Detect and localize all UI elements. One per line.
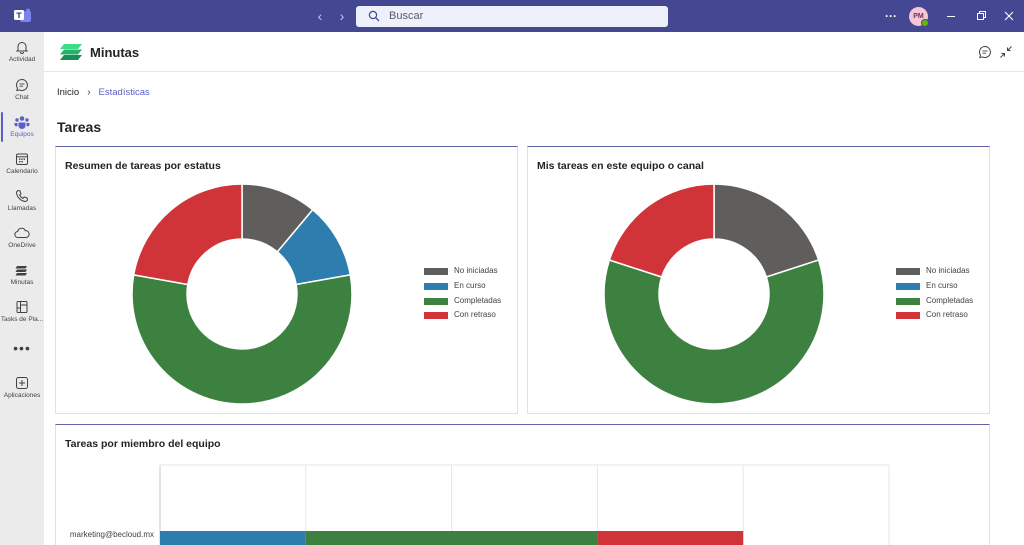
teams-logo-icon [14,8,31,22]
bar-segment-con-retraso[interactable] [597,531,744,545]
donut-slice-completadas[interactable] [131,274,353,405]
legend-label: Con retraso [454,310,496,320]
my-tasks-card: Mis tareas en este equipo o canal No ini… [527,146,990,414]
bell-icon [15,42,29,54]
bar-segment-en-curso[interactable] [160,531,306,545]
minimize-icon[interactable] [945,8,957,24]
rail-label: Tasks de Pla... [0,316,44,323]
legend-swatch [896,268,920,275]
rail-item-tasks[interactable]: Tasks de Pla... [0,298,44,334]
forward-arrow-icon[interactable]: › [339,8,345,24]
rail-label: Equipos [10,131,34,138]
chat-icon [16,78,28,92]
calendar-icon [16,153,28,165]
rail-item-aplicaciones[interactable]: Aplicaciones [0,374,44,410]
rail-label: Aplicaciones [3,392,41,399]
chevron-right-icon: › [87,87,91,98]
rail-item-minutas[interactable]: Minutas [0,261,44,297]
breadcrumb-current: Estadísticas [98,87,150,98]
minutas-icon [15,266,27,276]
rail-item-calendario[interactable]: Calendario [0,150,44,186]
teams-icon [14,116,30,129]
status-summary-donut-chart [131,183,353,405]
legend-swatch [424,312,448,320]
page-title: Tareas [57,119,102,135]
donut-slice-con-retraso[interactable] [132,183,243,286]
rail-item-equipos[interactable]: Equipos [0,113,44,149]
restore-icon[interactable] [975,8,987,24]
legend-label: En curso [454,280,486,290]
close-icon[interactable] [1003,8,1015,24]
breadcrumb-home-link[interactable]: Inicio [57,87,80,98]
minutas-logo-icon [60,44,82,60]
status-summary-card: Resumen de tareas por estatus No iniciad… [55,146,518,414]
rail-item-onedrive[interactable]: OneDrive [0,224,44,260]
bar-category-label: marketing@becloud.mx [70,530,154,539]
rail-label: Actividad [8,56,36,63]
legend-label: Completadas [454,295,502,305]
card-title: Mis tareas en este equipo o canal [537,160,704,172]
rail-item-actividad[interactable]: Actividad [0,38,44,74]
back-arrow-icon[interactable]: ‹ [317,8,323,24]
bar-segment-completadas[interactable] [305,531,598,545]
legend-label: No iniciadas [926,266,970,275]
card-title: Resumen de tareas por estatus [65,160,221,172]
legend-label: Completadas [926,295,974,305]
rail-label: Chat [15,94,29,101]
active-indicator [1,112,3,142]
collapse-icon[interactable] [999,45,1013,59]
donut-slice-no-iniciadas[interactable] [713,183,820,278]
app-title: Minutas [90,45,140,60]
legend-swatch [896,282,920,290]
search-icon [368,10,380,22]
title-bar: ‹ › Buscar ··· PM [0,0,1024,32]
presence-badge [921,19,929,27]
main-panel: Inicio › Estadísticas Tareas Resumen de ta… [44,73,1024,545]
rail-label: Calendario [6,168,38,175]
breadcrumb: Inicio › Estadísticas [57,87,150,98]
search-input[interactable]: Buscar [356,6,668,27]
legend-swatch [424,297,448,305]
my-tasks-donut-chart [603,183,825,405]
legend-label: No iniciadas [454,266,498,275]
conversation-icon[interactable] [978,45,992,59]
legend-label: Con retraso [926,310,968,320]
more-apps-button[interactable]: ••• [13,340,31,356]
donut-slice-completadas[interactable] [603,259,825,405]
rail-item-llamadas[interactable]: Llamadas [0,187,44,223]
app-rail: Actividad Chat Equipos Calendario [0,32,44,545]
legend-label: En curso [926,280,958,290]
add-apps-icon [16,377,28,389]
tasks-by-member-card: Tareas por miembro del equipo marketing@… [55,424,990,545]
app-header: Minutas [44,32,1024,72]
planner-icon [16,301,28,313]
cloud-icon [14,227,30,238]
card-title: Tareas por miembro del equipo [65,438,221,450]
rail-label: Minutas [10,279,34,286]
more-options-button[interactable]: ··· [885,9,897,23]
legend-swatch [424,268,448,275]
legend-swatch [424,282,448,290]
app-content: Minutas Inicio › Estadísticas Tareas Resum… [44,32,1024,545]
donut-slice-con-retraso[interactable] [608,183,715,278]
search-placeholder: Buscar [389,10,424,22]
legend-swatch [896,312,920,320]
rail-label: Llamadas [7,205,37,212]
tasks-by-member-bar-chart: marketing@becloud.mx [70,464,890,545]
rail-item-chat[interactable]: Chat [0,76,44,112]
phone-icon [15,189,29,203]
legend-swatch [896,297,920,305]
rail-label: OneDrive [8,242,36,249]
